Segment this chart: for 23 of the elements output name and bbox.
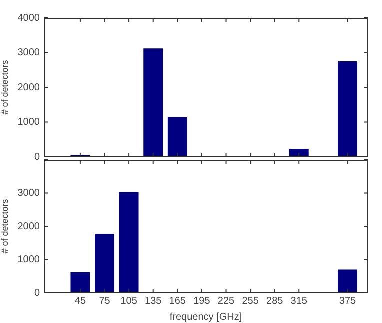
y-axis-title: # of detectors: [0, 198, 10, 254]
y-tick-label: 3000: [18, 48, 40, 58]
x-axis-title: frequency [GHz]: [170, 312, 242, 323]
x-tick-label: 165: [169, 296, 186, 307]
y-axis-title: # of detectors: [0, 60, 10, 115]
y-tick-label: 2000: [18, 82, 40, 94]
y-tick-label: 1000: [18, 117, 40, 128]
x-tick-label: 255: [242, 296, 260, 307]
x-tick-label: 135: [145, 296, 162, 307]
y-tick-label: 1000: [18, 254, 40, 266]
x-tick-label: 225: [218, 296, 236, 307]
y-tick-label: 0: [34, 288, 40, 299]
y-tick-label: 2000: [18, 221, 40, 232]
x-tick-label: 195: [194, 296, 211, 307]
x-tick-label: 315: [290, 296, 308, 307]
y-tick-label: 4000: [18, 12, 40, 24]
y-tick-label: 3000: [18, 188, 40, 199]
x-tick-label: 285: [266, 296, 284, 307]
x-tick-label: 75: [99, 296, 111, 307]
x-tick-label: 45: [74, 296, 86, 307]
x-tick-label: 375: [339, 296, 357, 307]
x-tick-label: 105: [120, 296, 138, 307]
y-tick-label: 0: [34, 152, 40, 163]
